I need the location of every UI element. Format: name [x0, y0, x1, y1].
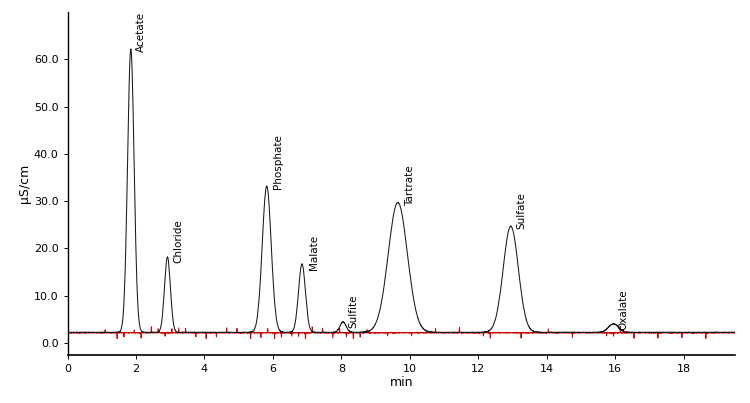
Text: Tartrate: Tartrate [405, 165, 415, 206]
Text: Acetate: Acetate [136, 12, 146, 52]
Text: Oxalate: Oxalate [619, 289, 628, 330]
Text: Sulfite: Sulfite [348, 294, 358, 328]
X-axis label: min: min [389, 376, 413, 389]
Text: Phosphate: Phosphate [273, 134, 283, 189]
Text: Malate: Malate [309, 235, 319, 270]
Text: Chloride: Chloride [173, 219, 183, 262]
Text: Sulfate: Sulfate [516, 193, 526, 229]
Y-axis label: μS/cm: μS/cm [18, 164, 31, 203]
